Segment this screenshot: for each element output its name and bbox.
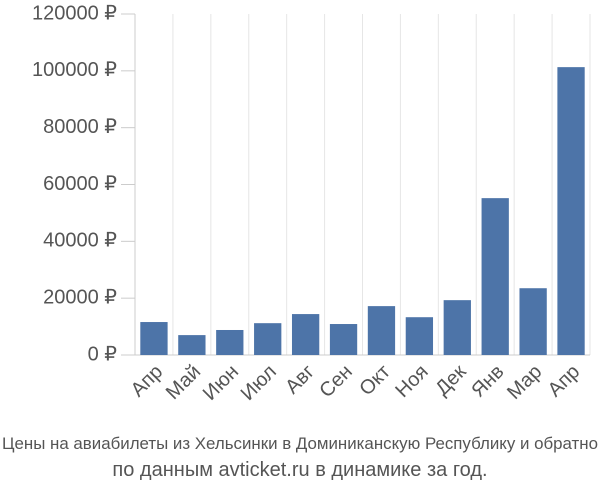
x-tick-label: Ноя <box>391 361 432 402</box>
x-tick-label: Авг <box>281 361 319 399</box>
bar <box>140 322 168 355</box>
y-tick-label: 60000 ₽ <box>43 173 117 195</box>
y-tick-label: 80000 ₽ <box>43 116 117 138</box>
bar <box>557 67 585 356</box>
bar <box>291 314 320 355</box>
x-tick-label: Янв <box>467 361 508 402</box>
bar <box>443 300 471 355</box>
x-tick-label: Сен <box>315 361 356 402</box>
x-tick-label: Мар <box>503 361 546 404</box>
bar <box>254 323 282 355</box>
bar <box>519 288 547 355</box>
bar <box>216 329 244 355</box>
x-tick-label: Апр <box>544 361 585 402</box>
bar <box>329 324 358 355</box>
x-tick-label: Дек <box>431 361 470 400</box>
x-tick-label: Июн <box>199 361 243 405</box>
bar <box>178 335 206 355</box>
y-tick-label: 20000 ₽ <box>43 286 117 308</box>
bar <box>405 317 434 355</box>
bar <box>481 198 509 355</box>
x-tick-label: Апр <box>127 361 168 402</box>
y-tick-label: 0 ₽ <box>88 343 118 365</box>
x-tick-label: Окт <box>355 361 394 400</box>
x-tick-label: Июл <box>237 361 281 405</box>
bar <box>367 306 396 355</box>
y-tick-label: 100000 ₽ <box>32 59 117 81</box>
caption-line: Цены на авиабилеты из Хельсинки в Домини… <box>2 434 598 453</box>
y-tick-label: 40000 ₽ <box>43 230 117 252</box>
x-tick-label: Май <box>162 361 205 404</box>
caption-line: по данным avticket.ru в динамике за год. <box>112 459 487 481</box>
y-tick-label: 120000 ₽ <box>32 2 117 24</box>
